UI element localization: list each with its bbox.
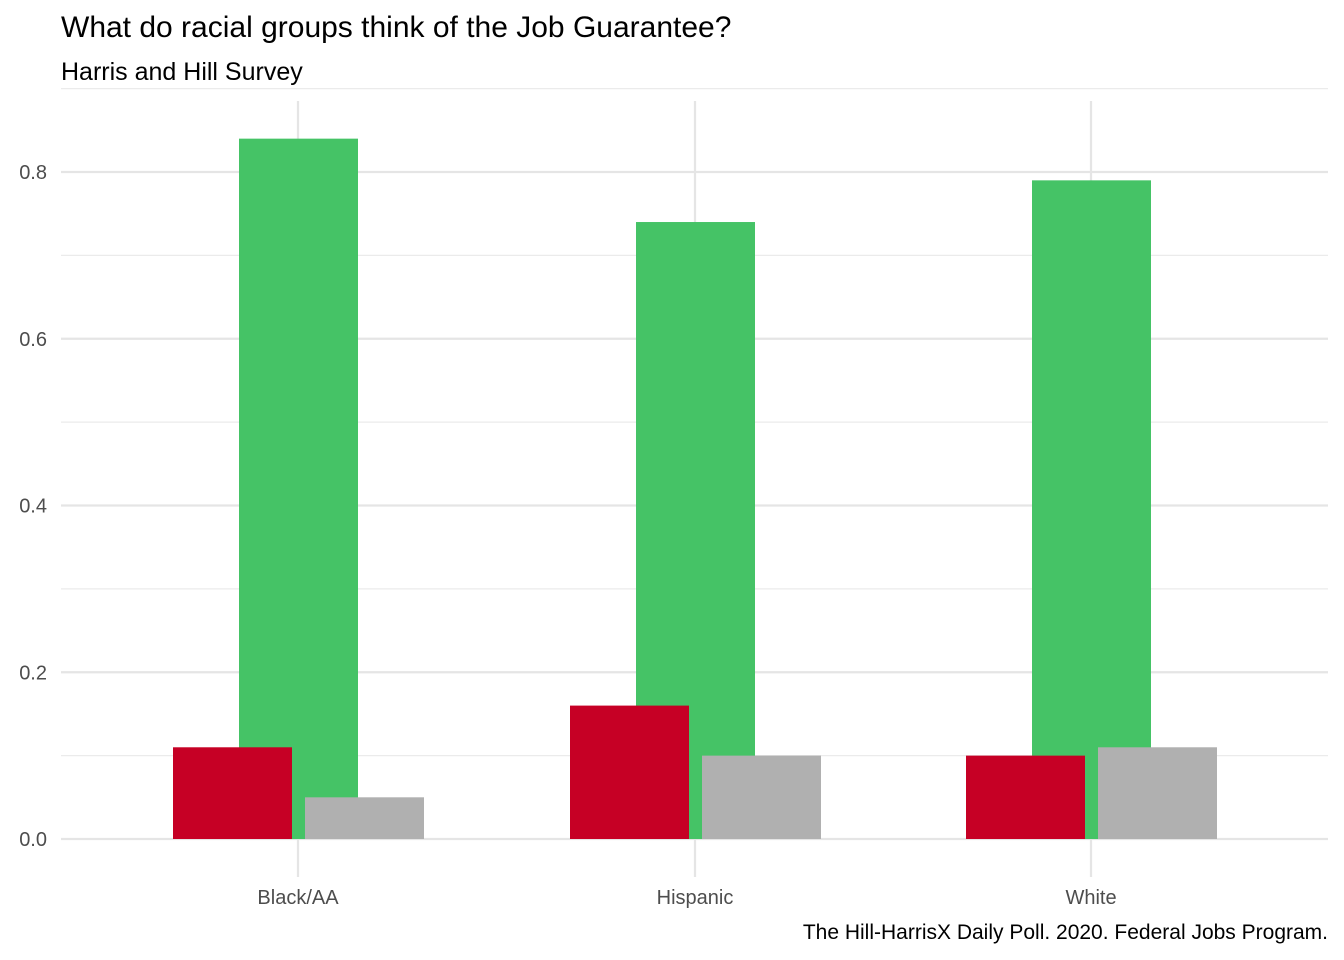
bar-series-1 (1032, 180, 1151, 839)
bar-series-2 (966, 755, 1085, 839)
chart-title: What do racial groups think of the Job G… (61, 11, 732, 44)
x-axis-ticks: Black/AA Hispanic White (257, 887, 1116, 909)
x-tick-label: Hispanic (657, 887, 734, 909)
bar-series-3 (702, 755, 821, 839)
y-axis-ticks: 0.0 0.2 0.4 0.6 0.8 (19, 162, 47, 851)
x-tick-label: White (1065, 887, 1116, 909)
bar-series-2 (570, 705, 689, 839)
chart-subtitle: Harris and Hill Survey (61, 58, 303, 86)
x-tick-label: Black/AA (257, 887, 339, 909)
chart-caption: The Hill-HarrisX Daily Poll. 2020. Feder… (802, 921, 1328, 944)
bar-series-2 (173, 747, 292, 839)
y-tick-label: 0.2 (19, 662, 47, 684)
y-tick-label: 0.8 (19, 162, 47, 184)
bar-series-1 (239, 138, 358, 839)
bar-series-3 (1098, 747, 1217, 839)
bar-series-3 (305, 797, 424, 839)
y-tick-label: 0.6 (19, 329, 47, 351)
y-tick-label: 0.0 (19, 829, 47, 851)
bars (173, 138, 1217, 839)
y-tick-label: 0.4 (19, 496, 47, 518)
